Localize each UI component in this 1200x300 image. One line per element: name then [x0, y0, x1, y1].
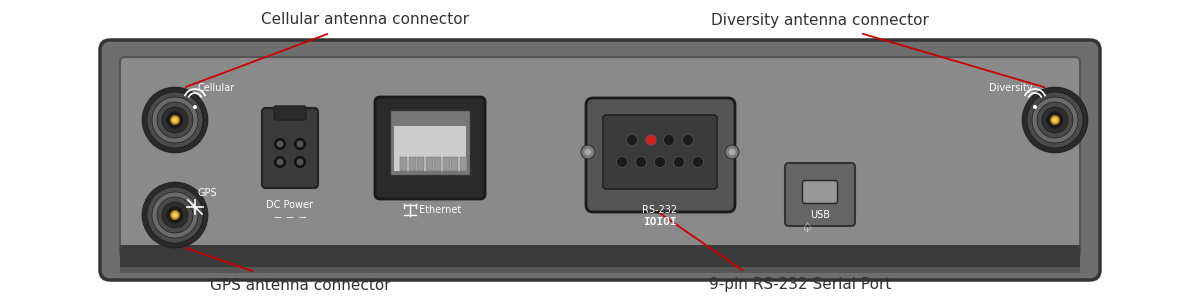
Circle shape — [1032, 97, 1078, 143]
Circle shape — [296, 158, 304, 166]
Bar — [400, 157, 407, 171]
FancyBboxPatch shape — [803, 181, 838, 203]
Circle shape — [162, 202, 188, 228]
Text: 9-pin RS-232 Serial Port: 9-pin RS-232 Serial Port — [709, 278, 892, 292]
Circle shape — [173, 212, 178, 217]
Circle shape — [274, 155, 287, 169]
Circle shape — [142, 182, 208, 248]
Circle shape — [276, 140, 283, 148]
FancyBboxPatch shape — [274, 106, 306, 120]
Bar — [451, 157, 458, 171]
Circle shape — [173, 118, 178, 122]
Circle shape — [170, 211, 180, 220]
Text: GPS: GPS — [197, 188, 217, 198]
Circle shape — [664, 134, 674, 146]
Circle shape — [725, 145, 739, 159]
Text: ♤: ♤ — [803, 221, 814, 235]
Circle shape — [626, 134, 637, 146]
Text: GPS antenna connector: GPS antenna connector — [210, 278, 390, 292]
Circle shape — [170, 116, 180, 124]
Circle shape — [1022, 87, 1088, 153]
Circle shape — [148, 92, 203, 148]
Text: DC Power: DC Power — [266, 200, 313, 210]
Circle shape — [581, 145, 595, 159]
Circle shape — [294, 155, 306, 169]
Circle shape — [1033, 105, 1037, 109]
Circle shape — [683, 134, 694, 146]
Circle shape — [1052, 118, 1057, 122]
Text: —  —  —: — — — — [274, 214, 306, 223]
Bar — [408, 157, 415, 171]
Circle shape — [1042, 107, 1068, 133]
Circle shape — [584, 148, 592, 155]
Circle shape — [152, 97, 198, 143]
Circle shape — [617, 157, 628, 167]
Circle shape — [692, 157, 703, 167]
FancyBboxPatch shape — [262, 108, 318, 188]
Circle shape — [162, 107, 188, 133]
Circle shape — [193, 105, 197, 109]
Circle shape — [1037, 102, 1073, 138]
Circle shape — [728, 148, 736, 155]
Circle shape — [276, 158, 283, 166]
Circle shape — [673, 157, 684, 167]
FancyBboxPatch shape — [100, 40, 1100, 280]
Circle shape — [148, 187, 203, 243]
Circle shape — [157, 197, 193, 233]
Circle shape — [152, 192, 198, 238]
Circle shape — [167, 207, 182, 223]
FancyBboxPatch shape — [374, 97, 485, 199]
Bar — [426, 157, 432, 171]
Circle shape — [296, 140, 304, 148]
Text: RS-232: RS-232 — [642, 205, 678, 215]
FancyBboxPatch shape — [586, 98, 734, 212]
Bar — [418, 157, 424, 171]
Bar — [460, 157, 467, 171]
Text: Ethernet: Ethernet — [419, 205, 461, 215]
Bar — [394, 126, 466, 171]
Circle shape — [142, 87, 208, 153]
Circle shape — [1027, 92, 1084, 148]
Bar — [120, 267, 1080, 273]
Circle shape — [1046, 112, 1063, 128]
Text: IOIOI: IOIOI — [643, 217, 677, 227]
Bar — [443, 157, 450, 171]
Circle shape — [646, 134, 656, 146]
Text: USB: USB — [810, 210, 830, 220]
Circle shape — [654, 157, 666, 167]
Text: Diversity: Diversity — [989, 83, 1033, 93]
Circle shape — [636, 157, 647, 167]
Circle shape — [167, 112, 182, 128]
FancyBboxPatch shape — [604, 115, 718, 189]
Circle shape — [1050, 116, 1060, 124]
Bar — [434, 157, 442, 171]
FancyBboxPatch shape — [120, 57, 1080, 257]
Circle shape — [294, 137, 306, 151]
Bar — [120, 245, 1080, 267]
FancyBboxPatch shape — [785, 163, 854, 226]
Bar — [390, 110, 470, 175]
Text: Cellular: Cellular — [197, 83, 234, 93]
Text: Diversity antenna connector: Diversity antenna connector — [712, 13, 929, 28]
Circle shape — [274, 137, 287, 151]
Text: Cellular antenna connector: Cellular antenna connector — [262, 13, 469, 28]
Circle shape — [157, 102, 193, 138]
